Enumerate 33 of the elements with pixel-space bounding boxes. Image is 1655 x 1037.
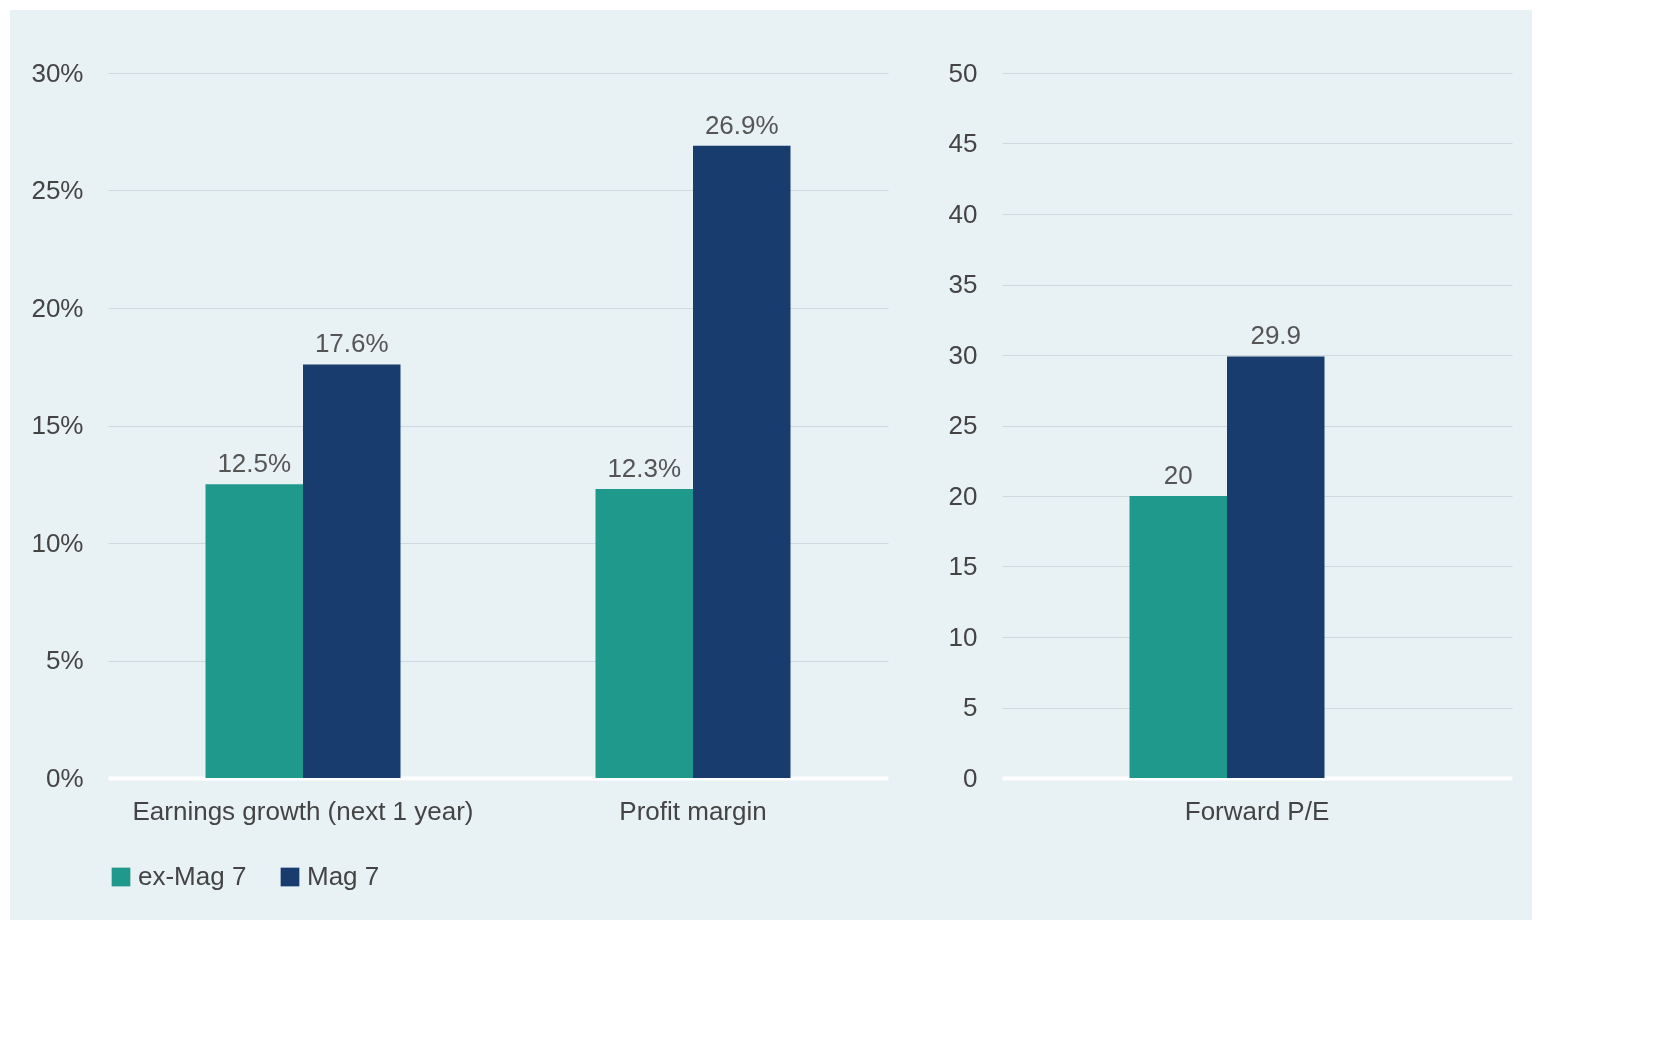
- y-tick-label: 35: [948, 269, 978, 299]
- y-tick-label: 15: [948, 551, 978, 581]
- y-tick-label: 10: [948, 621, 978, 652]
- data-label: 12.5%: [217, 448, 292, 479]
- y-tick-label: 5: [963, 692, 978, 722]
- data-label: 29.9: [1250, 320, 1302, 351]
- bar: [303, 364, 401, 778]
- data-label: 12.3%: [607, 452, 682, 483]
- y-tick-label: 30: [948, 339, 978, 370]
- y-tick-label: 20: [948, 480, 978, 511]
- y-tick-label: 40: [948, 198, 978, 229]
- x-tick-label: Earnings growth (next 1 year): [132, 795, 474, 826]
- legend-label: Mag 7: [307, 861, 380, 891]
- data-label: 20: [1163, 460, 1193, 490]
- x-tick-label: Forward P/E: [1184, 795, 1330, 826]
- y-tick-label: 25: [948, 410, 978, 440]
- y-tick-label: 5%: [45, 645, 84, 675]
- y-tick-label: 30%: [31, 57, 84, 88]
- y-tick-label: 10%: [31, 527, 84, 558]
- data-label: 26.9%: [704, 109, 779, 140]
- bar: [205, 484, 303, 778]
- x-tick-label: Profit margin: [619, 795, 767, 826]
- bar: [595, 488, 693, 778]
- y-tick-label: 0%: [45, 762, 84, 793]
- y-tick-label: 45: [948, 128, 978, 158]
- y-tick-label: 25%: [31, 175, 84, 205]
- y-tick-label: 0: [963, 762, 978, 793]
- y-tick-label: 15%: [31, 410, 84, 440]
- bar: [693, 145, 791, 778]
- legend-label: ex-Mag 7: [138, 861, 247, 891]
- data-label: 17.6%: [314, 328, 389, 359]
- y-tick-label: 20%: [31, 292, 84, 323]
- y-tick-label: 50: [948, 57, 978, 88]
